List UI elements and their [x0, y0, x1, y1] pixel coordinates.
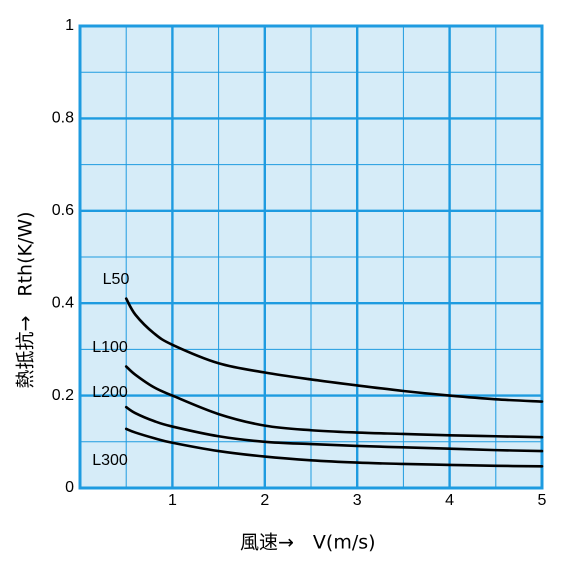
- series-group: [124, 297, 544, 468]
- y-tick-label: 0.8: [52, 110, 74, 127]
- y-axis-title: 熱抵抗→ Rth(K/W): [15, 211, 37, 388]
- grid: [78, 24, 544, 490]
- series-label-l100: L100: [92, 339, 128, 356]
- series-line-l300: [124, 427, 544, 468]
- series-label-l200: L200: [92, 384, 128, 401]
- x-tick-label: 3: [353, 492, 362, 509]
- series-label-l300: L300: [92, 452, 128, 469]
- series-line-l100: [124, 365, 544, 439]
- series-labels: L50 L100 L200 L300: [92, 271, 129, 469]
- y-tick-label: 1: [65, 17, 74, 34]
- tick-labels: 0 0.2 0.4 0.6 0.8 1 1 2 3 4 5: [52, 17, 547, 509]
- series-label-l50: L50: [103, 271, 130, 288]
- x-tick-label: 1: [168, 492, 177, 509]
- series-line-l200: [124, 405, 544, 453]
- x-tick-label: 4: [445, 492, 454, 509]
- x-tick-label: 2: [260, 492, 269, 509]
- y-tick-label: 0.4: [52, 294, 74, 311]
- x-tick-label: 5: [538, 492, 547, 509]
- x-axis-title: 風速→ V(m/s): [240, 532, 376, 554]
- y-tick-label: 0.2: [52, 387, 74, 404]
- y-tick-label: 0.6: [52, 202, 74, 219]
- y-tick-label: 0: [65, 479, 74, 496]
- series-line-l50: [124, 297, 544, 403]
- plot-border: [78, 24, 544, 490]
